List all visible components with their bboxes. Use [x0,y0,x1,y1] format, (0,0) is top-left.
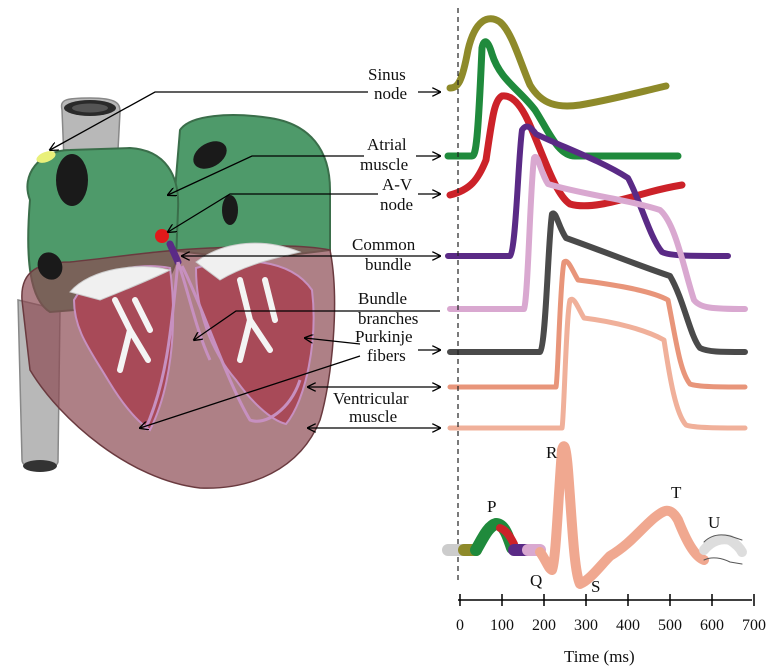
action-potential-traces [444,15,748,431]
atrial-opening-1 [56,154,88,206]
time-tick-label-100: 100 [490,617,514,634]
ecg-trace [442,441,747,589]
ecg-label-s: S [591,577,600,596]
arrow-purkinje-to-heart-2 [140,355,361,428]
trace-bundle-branches [447,153,748,312]
av-node-marker [155,229,169,243]
arrow-bundle-to-heart [194,310,440,340]
label-av-line2: node [380,195,413,214]
ecg-label-r: R [546,443,558,462]
time-axis: 0 100 200 300 400 500 600 700 Time (ms) [456,594,766,666]
arrow-purkinje-to-heart-1 [305,338,361,345]
label-purkinje-line2: fibers [367,346,406,365]
common-bundle-marker [166,240,182,266]
arrow-atrial-to-heart [168,155,364,195]
ecg-segment-av [496,524,518,548]
inferior-vena-cava-opening [23,460,57,472]
label-common-line2: bundle [365,255,411,274]
left-atrium [168,114,331,262]
tricuspid-valve [69,266,172,301]
label-common-line1: Common [352,235,416,254]
time-tick-label-200: 200 [532,617,556,634]
ecg-label-q: Q [530,571,542,590]
sinus-node-marker [36,151,56,163]
label-bundle-line1: Bundle [358,289,407,308]
time-axis-tick-labels: 0 100 200 300 400 500 600 700 [456,617,766,634]
arrow-sinus-to-heart [50,91,368,150]
label-atrial-line1: Atrial [367,135,407,154]
ecg-label-u: U [708,513,720,532]
label-ventricular-line2: muscle [349,407,397,426]
label-sinus-line2: node [374,84,407,103]
ecg-label-t: T [671,483,682,502]
time-axis-ticks [459,594,755,606]
trace-sinus-node [446,15,670,110]
arrow-av-to-heart [168,193,378,232]
ecg-qrs-complex [535,441,709,589]
trace-common-bundle [445,123,731,259]
trace-purkinje-fibers [447,210,748,355]
trace-ventricular-muscle-2 [447,296,748,431]
label-purkinje-line1: Purkinje [355,327,413,346]
trace-ventricular-muscle-1 [447,258,748,390]
time-tick-label-400: 400 [616,617,640,634]
time-tick-label-300: 300 [574,617,598,634]
bundle-branch-lines [143,261,302,431]
label-av-line1: A-V [382,175,413,194]
label-ventricular-line1: Ventricular [333,389,409,408]
time-axis-label: Time (ms) [564,647,635,666]
heart-illustration [17,97,336,489]
trace-atrial-muscle [444,38,682,160]
atrial-opening-4 [222,195,238,225]
pointer-arrows [50,92,440,428]
atrial-opening-2 [37,252,63,280]
label-group: Sinus node Atrial muscle A-V node Common… [333,65,418,426]
atrial-opening-3 [193,141,227,169]
time-tick-label-600: 600 [700,617,724,634]
ecg-u-wave [699,534,747,557]
label-sinus-line1: Sinus [368,65,406,84]
ecg-label-p: P [487,497,496,516]
right-ventricle-chamber [194,260,315,426]
label-atrial-line2: muscle [360,155,408,174]
time-tick-label-0: 0 [456,617,464,634]
ecg-wave-labels: P Q R S T U [487,443,720,596]
label-bundle-line2: branches [358,309,418,328]
time-tick-label-500: 500 [658,617,682,634]
time-tick-label-700: 700 [742,617,766,634]
ecg-u-wave-outline [703,534,743,565]
